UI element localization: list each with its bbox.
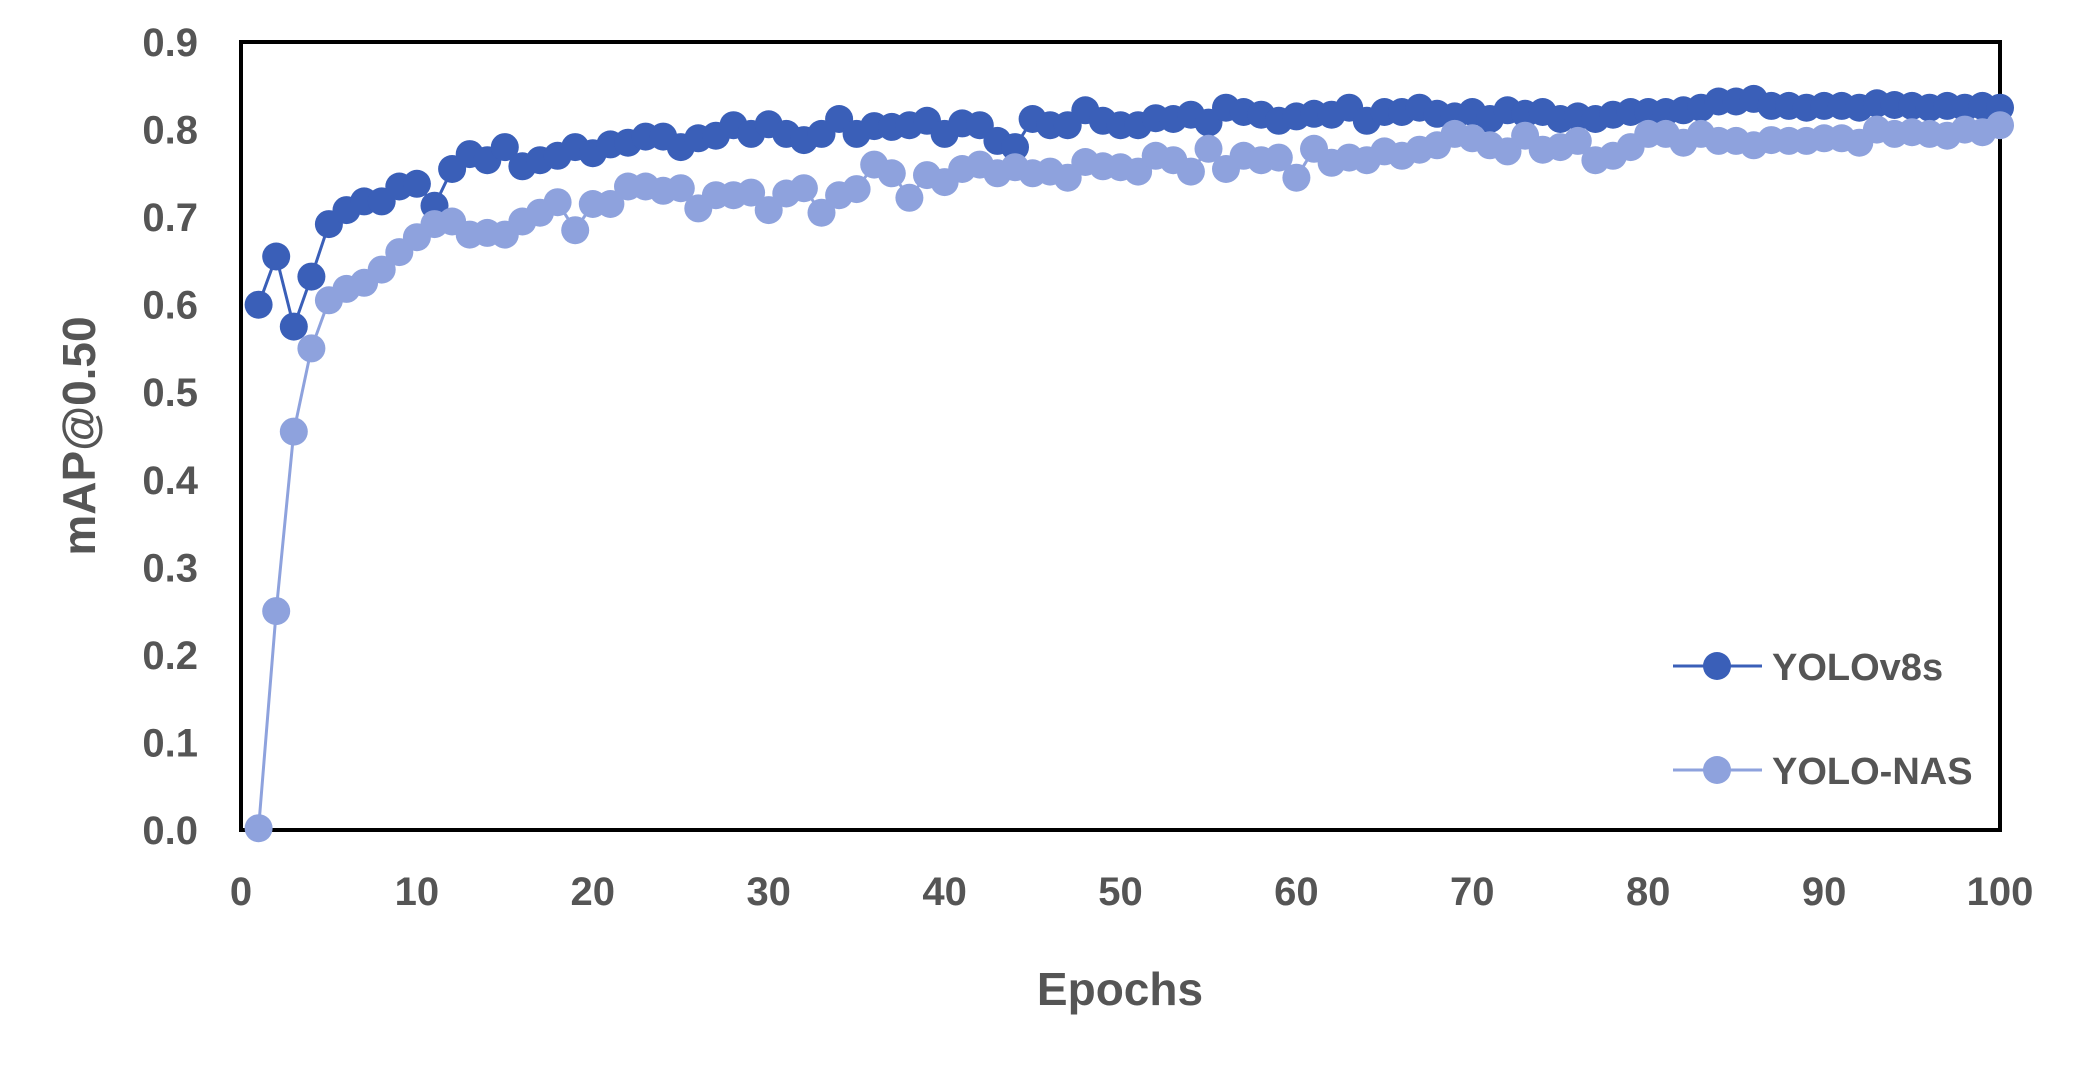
- data-point-yolov8s: [490, 133, 519, 162]
- data-point-yolov8s: [244, 290, 273, 319]
- data-point-yolo-nas: [561, 216, 590, 245]
- data-point-yolov8s: [262, 242, 291, 271]
- x-tick-label: 0: [230, 870, 252, 914]
- data-point-yolo-nas: [895, 183, 924, 212]
- x-tick-label: 90: [1802, 870, 1847, 914]
- y-tick-label: 0.1: [142, 721, 198, 765]
- data-point-yolov8s: [297, 262, 326, 291]
- data-point-yolo-nas: [842, 175, 871, 204]
- data-point-yolo-nas: [1986, 111, 2014, 140]
- data-point-yolo-nas: [877, 159, 906, 188]
- x-tick-label: 70: [1450, 870, 1495, 914]
- y-tick-label: 0.5: [142, 371, 198, 415]
- data-point-yolo-nas: [244, 814, 273, 843]
- legend: YOLOv8s YOLO-NAS: [1673, 647, 1973, 793]
- data-point-yolo-nas: [754, 196, 783, 225]
- data-point-yolo-nas: [543, 188, 572, 217]
- data-point-yolov8s: [279, 312, 308, 341]
- x-tick-label: 10: [395, 870, 440, 914]
- legend-label-yolov8s: YOLOv8s: [1772, 647, 1943, 689]
- data-point-yolo-nas: [297, 334, 326, 363]
- x-axis-ticks: 0 10 20 30 40 50 60 70 80 90 100: [230, 870, 2034, 914]
- legend-marker-yolov8s: [1703, 652, 1731, 680]
- legend-label-yolo-nas: YOLO-NAS: [1772, 751, 1973, 793]
- data-point-yolo-nas: [1194, 134, 1223, 163]
- x-tick-label: 80: [1626, 870, 1671, 914]
- series-yolov8s: [244, 84, 2014, 341]
- x-tick-label: 60: [1274, 870, 1319, 914]
- y-tick-label: 0.8: [142, 109, 198, 153]
- series-layer: [244, 84, 2014, 843]
- x-tick-label: 40: [922, 870, 967, 914]
- y-tick-label: 0.0: [142, 809, 198, 853]
- y-tick-label: 0.4: [142, 459, 198, 503]
- x-tick-label: 50: [1098, 870, 1143, 914]
- data-point-yolo-nas: [1264, 143, 1293, 172]
- data-point-yolo-nas: [807, 198, 836, 227]
- y-axis-ticks: 0.0 0.1 0.2 0.3 0.4 0.5 0.6 0.7 0.8 0.9: [142, 21, 198, 853]
- y-axis-title: mAP@0.50: [53, 316, 105, 555]
- data-point-yolov8s: [1001, 133, 1029, 162]
- y-tick-label: 0.9: [142, 21, 198, 65]
- data-point-yolo-nas: [279, 417, 308, 446]
- y-tick-label: 0.3: [142, 546, 198, 590]
- data-point-yolo-nas: [596, 190, 625, 218]
- data-point-yolov8s: [402, 169, 431, 198]
- data-point-yolo-nas: [262, 597, 291, 626]
- x-tick-label: 100: [1967, 870, 2034, 914]
- data-point-yolo-nas: [737, 178, 766, 207]
- legend-marker-yolo-nas: [1703, 756, 1731, 784]
- x-tick-label: 30: [746, 870, 791, 914]
- x-axis-title: Epochs: [1037, 963, 1203, 1015]
- series-yolo-nas: [244, 111, 2014, 843]
- data-point-yolo-nas: [789, 174, 818, 203]
- data-point-yolo-nas: [1176, 157, 1205, 186]
- x-tick-label: 20: [571, 870, 616, 914]
- data-point-yolo-nas: [1282, 163, 1311, 192]
- y-tick-label: 0.2: [142, 634, 198, 678]
- data-point-yolo-nas: [666, 174, 695, 203]
- data-point-yolo-nas: [367, 255, 396, 284]
- data-point-yolo-nas: [1563, 126, 1592, 155]
- y-tick-label: 0.6: [142, 284, 198, 328]
- y-tick-label: 0.7: [142, 196, 198, 240]
